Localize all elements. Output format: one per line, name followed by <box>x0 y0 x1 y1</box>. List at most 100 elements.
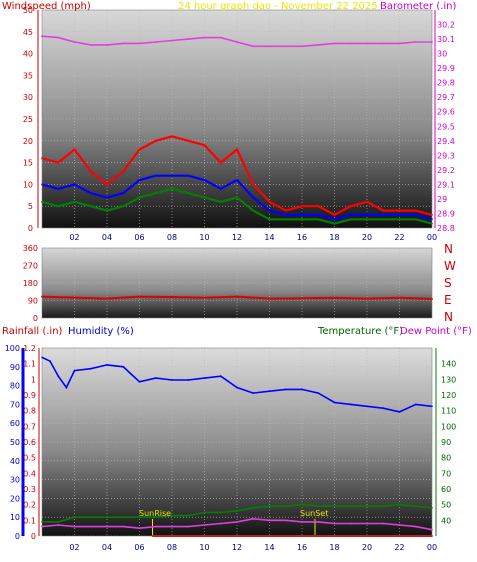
temperature-point <box>236 510 238 512</box>
temperature-point <box>366 505 368 508</box>
temperature-tick-label: 60 <box>441 485 451 494</box>
windspeed-tick-label: 25 <box>23 115 33 124</box>
temperature-point <box>284 505 287 508</box>
direction-tick-label: 90 <box>28 297 38 306</box>
rainfall-tick-label: 0.7 <box>23 422 36 431</box>
rainfall-tick-label: 0.9 <box>23 391 36 400</box>
average-point <box>73 183 76 186</box>
gust-point <box>187 139 190 142</box>
wind-x-tick-label: 10 <box>199 233 209 242</box>
direction-label-w: W <box>444 259 456 273</box>
barometer-tick-label: 30 <box>437 50 447 59</box>
dew-point-point <box>349 522 352 525</box>
temp-x-tick-label: 18 <box>329 543 339 552</box>
dew-point-point <box>57 524 60 526</box>
temp-x-tick-label: 06 <box>134 543 144 552</box>
temperature-point <box>268 505 271 508</box>
average-point <box>284 214 287 216</box>
low-point <box>236 196 238 199</box>
barometer-point <box>187 38 190 40</box>
low-point <box>333 222 336 225</box>
temperature-point <box>122 516 125 519</box>
windspeed-axis-label: Windspeed (mph) <box>2 1 91 12</box>
direction-label-s: S <box>444 276 452 290</box>
average-point <box>382 214 385 216</box>
barometer-tick-label: 28.9 <box>437 209 455 218</box>
gust-point <box>73 148 76 151</box>
barometer-point <box>106 44 108 46</box>
temperature-point <box>398 503 401 506</box>
barometer-point <box>284 45 287 48</box>
temp-x-tick-label: 12 <box>232 543 242 552</box>
gust-point <box>252 183 255 186</box>
windspeed-tick-label: 30 <box>23 93 33 102</box>
low-point <box>301 218 303 221</box>
low-point <box>252 209 255 212</box>
barometer-point <box>171 39 173 42</box>
humidity-tick-label: 10 <box>10 513 20 522</box>
dew-point-point <box>106 525 108 528</box>
humidity-point <box>106 364 108 366</box>
barometer-point <box>414 41 417 43</box>
humidity-point <box>203 377 206 379</box>
barometer-point <box>236 41 238 43</box>
low-point <box>219 200 222 203</box>
barometer-point <box>268 45 271 48</box>
humidity-point <box>187 379 190 381</box>
average-point <box>414 214 417 216</box>
dew-point-point <box>301 521 303 523</box>
wind-x-tick-label: 02 <box>69 233 79 242</box>
rainfall-tick-label: 0.8 <box>23 407 36 416</box>
windspeed-tick-label: 0 <box>28 224 33 233</box>
temperature-tick-label: 110 <box>441 407 456 416</box>
wind-direction-point <box>138 295 141 298</box>
humidity-point <box>414 403 417 406</box>
barometer-tick-label: 29.5 <box>437 122 455 131</box>
low-point <box>106 209 108 212</box>
temp-x-tick-label: 22 <box>394 543 404 552</box>
humidity-tick-label: 0 <box>15 532 20 541</box>
barometer-tick-label: 29.9 <box>437 64 455 73</box>
barometer-point <box>57 36 60 39</box>
gust-point <box>382 209 385 212</box>
gust-point <box>89 170 92 173</box>
rainfall-tick-label: 0.5 <box>23 454 36 463</box>
barometer-tick-label: 28.8 <box>437 224 455 233</box>
low-point <box>154 192 157 195</box>
low-point <box>382 218 385 221</box>
rainfall-tick-label: 1.2 <box>23 344 36 353</box>
humidity-point <box>89 367 92 370</box>
sunrise-label: SunRise <box>139 509 171 518</box>
low-point <box>122 205 125 208</box>
barometer-tick-label: 29.6 <box>437 108 455 117</box>
temperature-point <box>57 521 60 523</box>
temp-x-tick-label: 00 <box>427 543 437 552</box>
rainfall-tick-label: 0.6 <box>23 438 36 447</box>
dew-point-point <box>284 519 287 522</box>
dew-point-point <box>89 525 92 528</box>
average-point <box>106 196 108 199</box>
humidity-point <box>57 375 60 378</box>
wind-x-tick-label: 08 <box>167 233 177 242</box>
temperature-point <box>171 514 173 517</box>
windspeed-tick-label: 5 <box>28 202 33 211</box>
low-point <box>317 218 320 221</box>
wind-x-tick-label: 04 <box>102 233 112 242</box>
rainfall-axis-label: Rainfall (.in) <box>2 326 63 337</box>
dew-point-point <box>268 519 271 522</box>
temp-x-tick-label: 10 <box>199 543 209 552</box>
low-point <box>414 218 417 221</box>
dew-point-point <box>252 517 255 520</box>
windspeed-tick-label: 20 <box>23 137 33 146</box>
low-point <box>187 192 190 195</box>
low-point <box>398 218 401 221</box>
average-point <box>333 218 336 221</box>
gust-point <box>138 148 141 151</box>
humidity-tick-label: 40 <box>10 457 20 466</box>
temperature-point <box>73 516 76 519</box>
temperature-point <box>317 505 320 508</box>
direction-label-e: E <box>444 293 452 307</box>
windspeed-tick-label: 35 <box>23 71 33 80</box>
dew-point-point <box>171 525 173 528</box>
humidity-point <box>154 377 157 379</box>
